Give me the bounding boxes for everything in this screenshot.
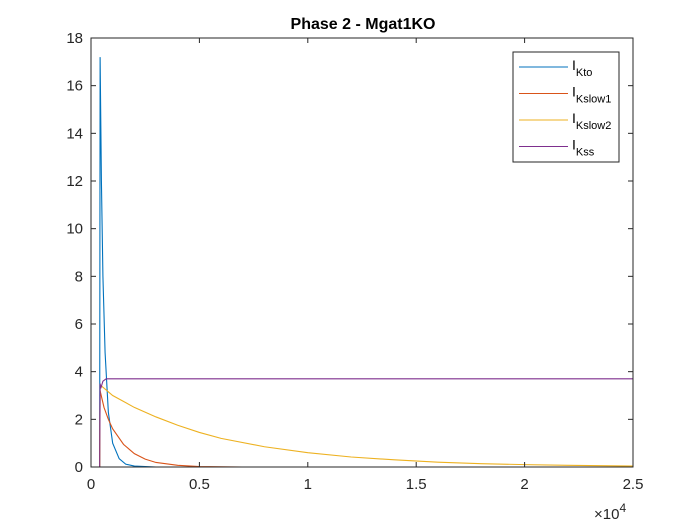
y-tick-label: 12 — [66, 173, 83, 190]
x-tick-label: 1.5 — [406, 476, 427, 493]
chart-title: Phase 2 - Mgat1KO — [291, 16, 436, 33]
series-line-kss — [91, 378, 633, 468]
y-tick-label: 6 — [75, 316, 83, 333]
x-tick-label: 0 — [87, 476, 95, 493]
x-tick-label: 1 — [304, 476, 312, 493]
x-tick-label: 0.5 — [189, 476, 210, 493]
series-line-kslow2 — [91, 383, 634, 468]
series-line-kslow1 — [91, 390, 633, 468]
x-tick-label: 2.5 — [623, 476, 644, 493]
legend-entry-subscript: Kss — [576, 147, 595, 159]
y-tick-label: 16 — [66, 78, 83, 95]
y-tick-label: 8 — [75, 268, 83, 285]
legend-entry-subscript: Kslow2 — [576, 120, 611, 132]
plot-box — [90, 37, 634, 468]
y-tick-label: 10 — [66, 221, 83, 238]
y-tick-label: 0 — [75, 459, 83, 476]
x-exponent-label: ×104 — [594, 501, 626, 523]
x-exponent-power: 4 — [619, 501, 626, 515]
legend-entry-subscript: Kslow1 — [576, 94, 611, 106]
x-tick-label: 2 — [520, 476, 528, 493]
axes-layer: 0 0.5 1 1.5 2 2.5 0 2 4 6 8 10 12 14 16 18 ×104 — [66, 30, 643, 523]
y-tick-label: 18 — [66, 30, 83, 47]
y-tick-label: 4 — [75, 364, 83, 381]
legend-entry-subscript: Kto — [576, 67, 593, 79]
legend-box — [512, 51, 620, 163]
y-tick-label: 2 — [75, 411, 83, 428]
y-tick-label: 14 — [66, 125, 83, 142]
